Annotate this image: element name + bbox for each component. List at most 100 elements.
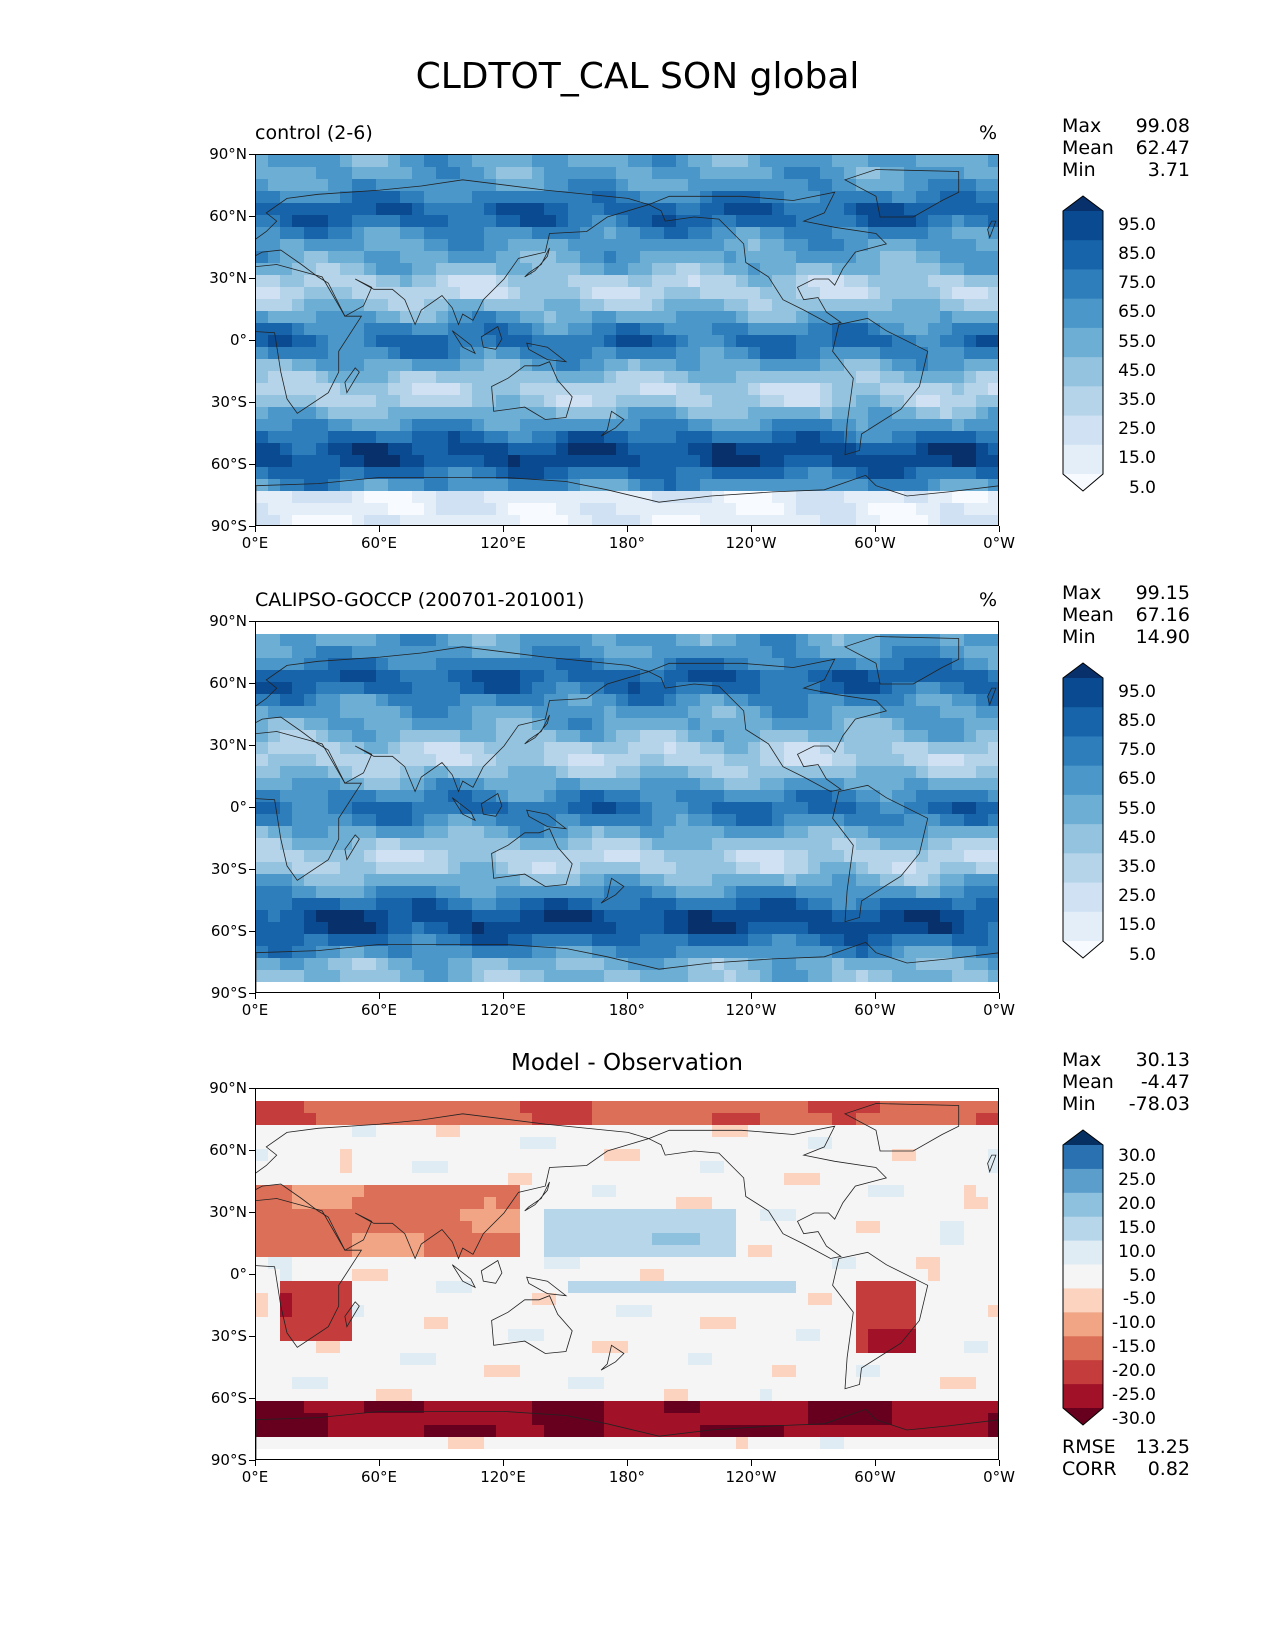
lat-tick	[249, 464, 255, 465]
lon-tick	[627, 1460, 628, 1466]
lon-tick	[751, 526, 752, 532]
coastline-south-america	[832, 317, 929, 456]
lon-label: 60°W	[854, 1468, 896, 1486]
coastline-greenland	[843, 636, 960, 685]
lon-tick	[379, 526, 380, 532]
coastline-new-guinea	[526, 809, 568, 830]
colorbar-label: 65.0	[1118, 769, 1156, 790]
coastline-antarctica	[256, 474, 998, 525]
coastline-south-america	[832, 1251, 929, 1390]
lon-label: 180°	[608, 1468, 646, 1486]
coastline-africa	[256, 1198, 363, 1348]
coastline-new-guinea	[526, 1276, 568, 1297]
map-field	[256, 622, 998, 992]
lon-tick	[627, 993, 628, 999]
lon-label: 180°	[608, 1001, 646, 1019]
colorbar-label: 35.0	[1118, 856, 1156, 877]
lat-tick	[249, 526, 255, 527]
stat-min-value: 14.90	[1135, 626, 1190, 648]
colorbar-label: 75.0	[1118, 273, 1156, 294]
coastline-madagascar	[344, 834, 360, 861]
coastline-japan	[524, 1181, 550, 1212]
coastline-madagascar	[344, 1301, 360, 1328]
lat-tick	[249, 1460, 255, 1461]
lon-label: 120°E	[480, 1468, 526, 1486]
colorbar-label: 30.0	[1118, 1145, 1156, 1166]
colorbar-label: -20.0	[1112, 1361, 1156, 1382]
colorbar-label: 5.0	[1128, 944, 1156, 965]
stat-max: Max 30.13	[1062, 1049, 1190, 1071]
colorbar-label: -30.0	[1112, 1408, 1156, 1429]
lon-tick	[379, 993, 380, 999]
coastline-north-america	[647, 658, 888, 792]
coastline-sumatra	[451, 330, 477, 355]
figure-title: CLDTOT_CAL SON global	[415, 56, 860, 97]
coastline-greenland	[843, 1103, 960, 1152]
coastline-africa	[256, 731, 363, 881]
stat-mean-label: Mean	[1062, 1071, 1114, 1093]
stat-min: Min -78.03	[1062, 1093, 1190, 1115]
lat-tick	[249, 154, 255, 155]
colorbar-bar	[1062, 195, 1104, 492]
lon-tick	[503, 993, 504, 999]
colorbar-label: 75.0	[1118, 740, 1156, 761]
lat-label: 60°N	[209, 674, 247, 692]
colorbar	[1062, 195, 1104, 496]
coastline-australia	[491, 828, 573, 887]
lon-tick	[875, 526, 876, 532]
coastline-sumatra	[451, 797, 477, 822]
coastline-australia	[491, 1295, 573, 1354]
lat-tick	[249, 1212, 255, 1213]
stat-min-label: Min	[1062, 1093, 1096, 1115]
lon-label: 0°W	[983, 1001, 1015, 1019]
colorbar-label: 25.0	[1118, 1169, 1156, 1190]
stat-min-label: Min	[1062, 159, 1096, 181]
lon-label: 120°E	[480, 1001, 526, 1019]
colorbar-label: 85.0	[1118, 710, 1156, 731]
lon-label: 60°W	[854, 534, 896, 552]
stat-min-value: 3.71	[1147, 159, 1190, 181]
lat-tick	[249, 278, 255, 279]
lon-label: 120°W	[725, 1001, 777, 1019]
lon-label: 180°	[608, 534, 646, 552]
lon-tick	[255, 993, 256, 999]
coastline-south-america	[832, 784, 929, 923]
coastline-uk	[987, 220, 997, 240]
lat-tick	[249, 216, 255, 217]
stat-max-label: Max	[1062, 582, 1102, 604]
colorbar-label: 85.0	[1118, 243, 1156, 264]
lon-label: 120°E	[480, 534, 526, 552]
lon-label: 0°E	[241, 1001, 269, 1019]
colorbar-label: 20.0	[1118, 1193, 1156, 1214]
stat-max-value: 99.15	[1135, 582, 1190, 604]
lon-tick	[503, 1460, 504, 1466]
stat-mean-label: Mean	[1062, 604, 1114, 626]
stat-mean: Mean 62.47	[1062, 137, 1190, 159]
colorbar-label: 55.0	[1118, 331, 1156, 352]
lat-tick	[249, 1150, 255, 1151]
lat-label: 60°S	[210, 455, 247, 473]
lat-label: 90°N	[209, 145, 247, 163]
colorbar-label: 15.0	[1118, 915, 1156, 936]
stat-corr-label: CORR	[1062, 1458, 1117, 1480]
lon-tick	[999, 526, 1000, 532]
lon-tick	[999, 1460, 1000, 1466]
lat-label: 30°S	[210, 860, 247, 878]
stat-corr-value: 0.82	[1147, 1458, 1190, 1480]
stat-mean: Mean 67.16	[1062, 604, 1190, 626]
coastline-japan	[524, 247, 550, 278]
stat-rmse-label: RMSE	[1062, 1436, 1116, 1458]
lat-label: 90°N	[209, 1079, 247, 1097]
colorbar-label: 5.0	[1128, 477, 1156, 498]
map-field	[256, 1089, 998, 1459]
lat-label: 0°	[229, 798, 247, 816]
coastline-new-zealand	[600, 877, 625, 904]
lon-tick	[751, 993, 752, 999]
lat-tick	[249, 1336, 255, 1337]
stat-max: Max 99.15	[1062, 582, 1190, 604]
colorbar-label: 95.0	[1118, 681, 1156, 702]
lat-label: 90°N	[209, 612, 247, 630]
stat-mean-label: Mean	[1062, 137, 1114, 159]
colorbar-label: 10.0	[1118, 1241, 1156, 1262]
lat-tick	[249, 1398, 255, 1399]
